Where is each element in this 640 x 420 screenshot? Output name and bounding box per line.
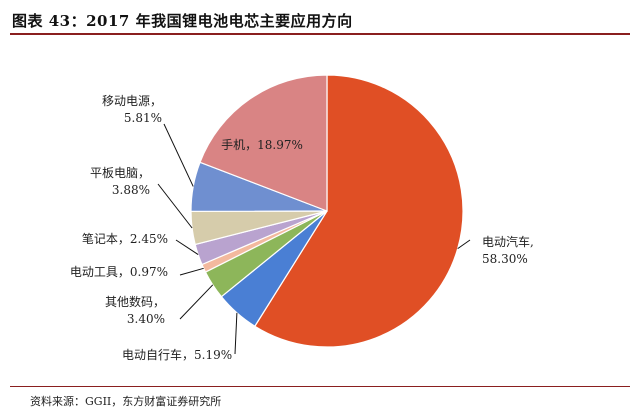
pie-chart: 电动汽车, 58.30% 电动自行车，5.19% 其他数码， 3.40% 电动工具，0.9…	[0, 36, 640, 376]
slice-label-0: 电动汽车, 58.30%	[482, 234, 534, 266]
slice-label-5: 平板电脑， 3.88%	[90, 166, 150, 197]
source-note: 资料来源：GGII，东方财富证券研究所	[30, 395, 222, 408]
slice-label-line1-2: 其他数码，	[105, 294, 165, 309]
slice-label-4: 笔记本，2.45%	[82, 231, 168, 246]
slice-label-line1-7: 手机，18.97%	[221, 138, 303, 152]
leader-line-3	[179, 267, 204, 276]
slice-label-line2-2: 3.40%	[127, 312, 165, 326]
slice-label-line1-1: 电动自行车，5.19%	[122, 347, 232, 362]
slice-label-2: 其他数码， 3.40%	[105, 294, 165, 326]
slice-label-7: 手机，18.97%	[221, 138, 303, 152]
slice-label-1: 电动自行车，5.19%	[122, 347, 232, 362]
leader-line-5	[157, 183, 193, 229]
leader-line-1	[234, 312, 238, 355]
slice-label-line2-0: 58.30%	[482, 252, 528, 266]
leader-line-2	[179, 284, 214, 320]
figure-header: 图表 43：2017 年我国锂电池电芯主要应用方向	[10, 6, 630, 34]
source-divider	[10, 386, 630, 387]
slice-label-6: 移动电源， 5.81%	[102, 94, 162, 125]
pie-chart-svg: 电动汽车, 58.30% 电动自行车，5.19% 其他数码， 3.40% 电动工具，0.9…	[70, 74, 534, 362]
slice-label-line2-6: 5.81%	[124, 111, 162, 125]
slice-label-line2-5: 3.88%	[112, 183, 150, 197]
leader-line-0	[457, 239, 471, 250]
slice-label-line1-3: 电动工具，0.97%	[70, 265, 168, 279]
slice-label-line1-4: 笔记本，2.45%	[82, 231, 168, 246]
leader-line-6	[163, 123, 194, 187]
slice-label-line1-5: 平板电脑，	[90, 166, 150, 180]
leader-line-4	[175, 239, 199, 256]
title-underline	[10, 33, 630, 35]
pie-slice-7	[199, 74, 328, 212]
slice-label-line1-6: 移动电源，	[102, 94, 162, 108]
slice-label-3: 电动工具，0.97%	[70, 265, 168, 279]
figure-title: 图表 43：2017 年我国锂电池电芯主要应用方向	[12, 12, 353, 30]
slice-label-line1-0: 电动汽车,	[482, 234, 534, 249]
